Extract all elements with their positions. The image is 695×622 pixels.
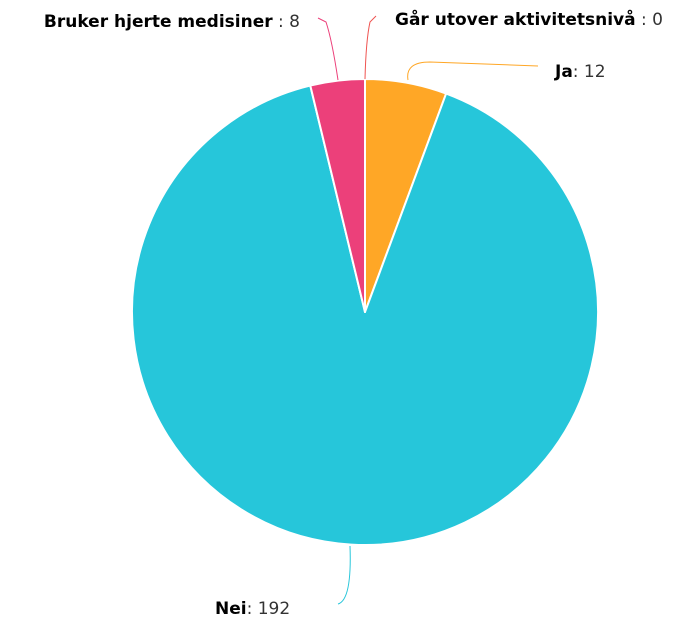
connector <box>317 17 339 81</box>
label-name: Går utover aktivitetsnivå <box>395 8 636 30</box>
connector <box>364 15 377 80</box>
data-label: Nei: 192 <box>215 599 290 619</box>
label-name: Ja <box>554 62 573 82</box>
label-name: Nei <box>215 599 247 619</box>
data-label: Går utover aktivitetsnivå : 0 <box>395 8 663 30</box>
label-value: : 12 <box>573 62 606 82</box>
pie <box>131 78 599 546</box>
label-value: : 8 <box>273 12 300 32</box>
connector <box>407 61 539 81</box>
label-value: : 0 <box>636 10 663 30</box>
connector <box>337 545 351 605</box>
pie-slice <box>131 84 599 546</box>
label-value: : 192 <box>247 599 291 619</box>
data-label: Ja: 12 <box>554 62 606 82</box>
data-label: Bruker hjerte medisiner : 8 <box>44 12 300 32</box>
label-name: Bruker hjerte medisiner <box>44 12 273 32</box>
